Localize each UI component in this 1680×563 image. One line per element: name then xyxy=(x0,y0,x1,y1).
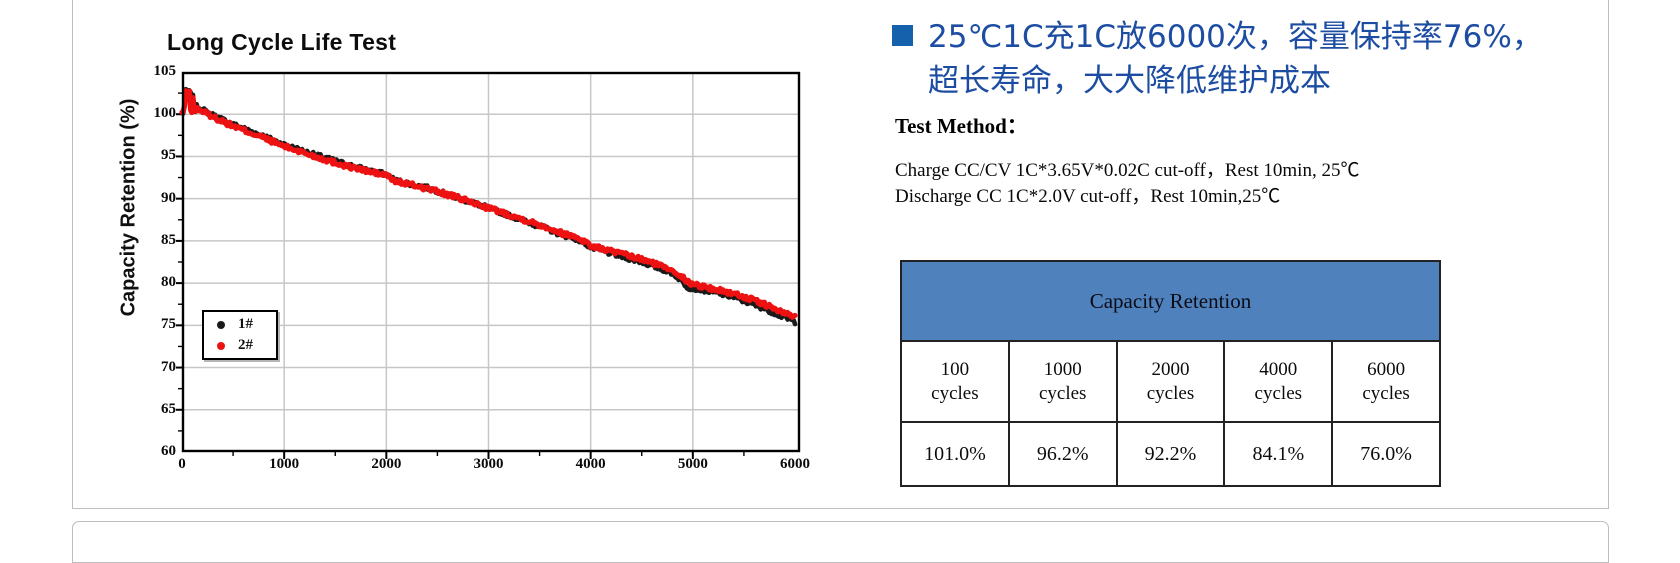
y-tick-label: 85 xyxy=(161,231,176,248)
table-header-cell: Capacity Retention xyxy=(900,260,1441,342)
y-tick-label: 60 xyxy=(161,443,176,459)
next-page-frame xyxy=(72,521,1609,563)
value-cell: 101.0% xyxy=(900,421,1010,487)
test-method-heading: Test Method： xyxy=(895,114,1028,138)
cycle-header-cell: 2000 cycles xyxy=(1115,340,1226,423)
capacity-retention-table: Capacity Retention 100 cycles 1000 cycles 200… xyxy=(900,260,1441,487)
y-tick-label: 75 xyxy=(161,316,176,333)
table-header-row: Capacity Retention xyxy=(900,260,1441,342)
cycle-header-cell: 1000 cycles xyxy=(1007,340,1118,423)
cycle-count: 1000 xyxy=(1043,358,1082,380)
x-tick-label: 0 xyxy=(178,456,186,472)
plot-area xyxy=(176,71,801,459)
callout-line-1: 25℃1C充1C放6000次，容量保持率76%， xyxy=(928,19,1543,55)
y-tick-label: 95 xyxy=(161,147,176,164)
series-2-path xyxy=(179,88,798,320)
legend-item: 1# xyxy=(204,316,276,334)
table-values-row: 101.0% 96.2% 92.2% 84.1% 76.0% xyxy=(900,421,1441,487)
y-tick-label: 90 xyxy=(161,189,176,206)
y-tick-label: 105 xyxy=(153,63,177,79)
x-tick-label: 5000 xyxy=(677,456,708,472)
chart-legend: 1# 2# xyxy=(202,310,278,360)
y-axis-label: Capacity Retention (%) xyxy=(117,98,140,317)
plot-background xyxy=(182,72,800,452)
x-tick-label: 2000 xyxy=(371,456,402,472)
cycle-unit: cycles xyxy=(1254,382,1303,404)
value-cell: 76.0% xyxy=(1331,421,1441,487)
chart-title: Long Cycle Life Test xyxy=(167,29,397,55)
test-method-line: Charge CC/CV 1C*3.65V*0.02C cut-off，Rest… xyxy=(895,160,1360,181)
plot-frame xyxy=(181,71,801,453)
cycle-count: 4000 xyxy=(1259,358,1298,380)
x-tick-label: 6000 xyxy=(780,456,810,472)
cycle-header-cell: 6000 cycles xyxy=(1331,340,1441,423)
legend-item: 2# xyxy=(204,337,276,355)
legend-label: 2# xyxy=(238,337,253,353)
bullet-square-icon xyxy=(892,25,913,46)
y-tick-label: 70 xyxy=(161,358,176,375)
cycle-count: 100 xyxy=(940,358,970,380)
cycle-count: 2000 xyxy=(1151,358,1190,380)
cycle-unit: cycles xyxy=(931,382,979,404)
cycle-count: 6000 xyxy=(1367,358,1406,380)
y-tick-label: 65 xyxy=(161,400,176,417)
x-tick-label: 1000 xyxy=(269,456,300,472)
table-cycles-row: 100 cycles 1000 cycles 2000 cycles 4000 cycles 6… xyxy=(900,340,1441,423)
callout-line-2: 超长寿命，大大降低维护成本 xyxy=(928,63,1331,99)
cycle-unit: cycles xyxy=(1146,382,1195,404)
page-frame xyxy=(72,0,1609,509)
legend-marker-icon xyxy=(217,341,225,350)
y-tick-label: 100 xyxy=(153,105,177,122)
x-tick-label: 4000 xyxy=(575,456,606,472)
value-cell: 96.2% xyxy=(1007,421,1118,487)
cycle-header-cell: 4000 cycles xyxy=(1223,340,1334,423)
legend-marker-icon xyxy=(217,320,225,329)
test-method-lines: Charge CC/CV 1C*3.65V*0.02C cut-off，Rest… xyxy=(895,158,1359,210)
value-cell: 92.2% xyxy=(1115,421,1226,487)
cycle-header-cell: 100 cycles xyxy=(900,340,1010,423)
x-tick-label: 3000 xyxy=(473,456,504,472)
y-tick-label: 80 xyxy=(161,274,176,291)
cycle-unit: cycles xyxy=(1038,382,1087,404)
legend-label: 1# xyxy=(238,316,253,332)
cycle-unit: cycles xyxy=(1362,382,1410,404)
test-method-line: Discharge CC 1C*2.0V cut-off，Rest 10min,… xyxy=(895,186,1281,207)
value-cell: 84.1% xyxy=(1223,421,1334,487)
